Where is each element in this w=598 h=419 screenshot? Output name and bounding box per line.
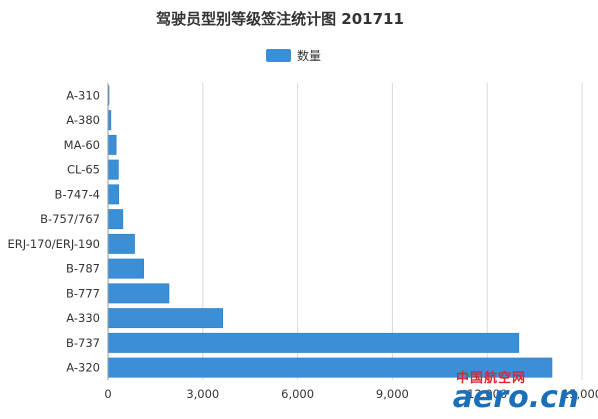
category-label: MA-60 <box>64 138 100 152</box>
bar[interactable] <box>107 209 124 230</box>
category-label: A-330 <box>66 311 100 325</box>
chart-title: 驾驶员型别等级签注统计图 201711 <box>156 10 404 28</box>
x-tick-label: 15,000 <box>562 387 598 401</box>
bar[interactable] <box>107 134 117 155</box>
x-tick-labels: 0 3,000 6,000 9,000 12,000 15,000 <box>104 387 598 401</box>
grid-lines <box>202 83 583 380</box>
x-tick-label: 3,000 <box>186 387 219 401</box>
category-label: B-747-4 <box>55 187 100 201</box>
x-tick-label: 9,000 <box>376 387 409 401</box>
bar[interactable] <box>107 233 135 254</box>
category-label: B-757/767 <box>40 212 100 226</box>
category-label: B-787 <box>66 262 100 276</box>
category-labels: A-310 A-380 MA-60 CL-65 B-747-4 B-757/767 ERJ-… <box>7 88 100 374</box>
category-label: B-777 <box>66 286 100 300</box>
bar[interactable] <box>107 308 224 329</box>
bar[interactable] <box>107 159 119 180</box>
category-label: A-310 <box>66 88 100 102</box>
legend-swatch <box>266 49 291 62</box>
legend-label: 数量 <box>297 48 321 63</box>
watermark-main-text: aero.cn <box>453 380 580 415</box>
category-label: ERJ-170/ERJ-190 <box>7 237 100 251</box>
watermark-top-text: 中国航空网 <box>456 370 526 386</box>
x-tick-label: 0 <box>104 387 111 401</box>
bar[interactable] <box>107 283 170 304</box>
watermark: 中国航空网 aero.cn <box>453 370 580 415</box>
x-tick-label: 6,000 <box>281 387 314 401</box>
bar[interactable] <box>107 332 520 353</box>
x-tick-label: 12,000 <box>467 387 507 401</box>
category-label: A-320 <box>66 361 100 375</box>
bars <box>107 85 553 378</box>
category-label: A-380 <box>66 113 100 127</box>
category-label: B-737 <box>66 336 100 350</box>
bar[interactable] <box>107 184 120 205</box>
bar[interactable] <box>107 258 145 279</box>
category-label: CL-65 <box>67 163 100 177</box>
legend[interactable]: 数量 <box>266 48 321 63</box>
